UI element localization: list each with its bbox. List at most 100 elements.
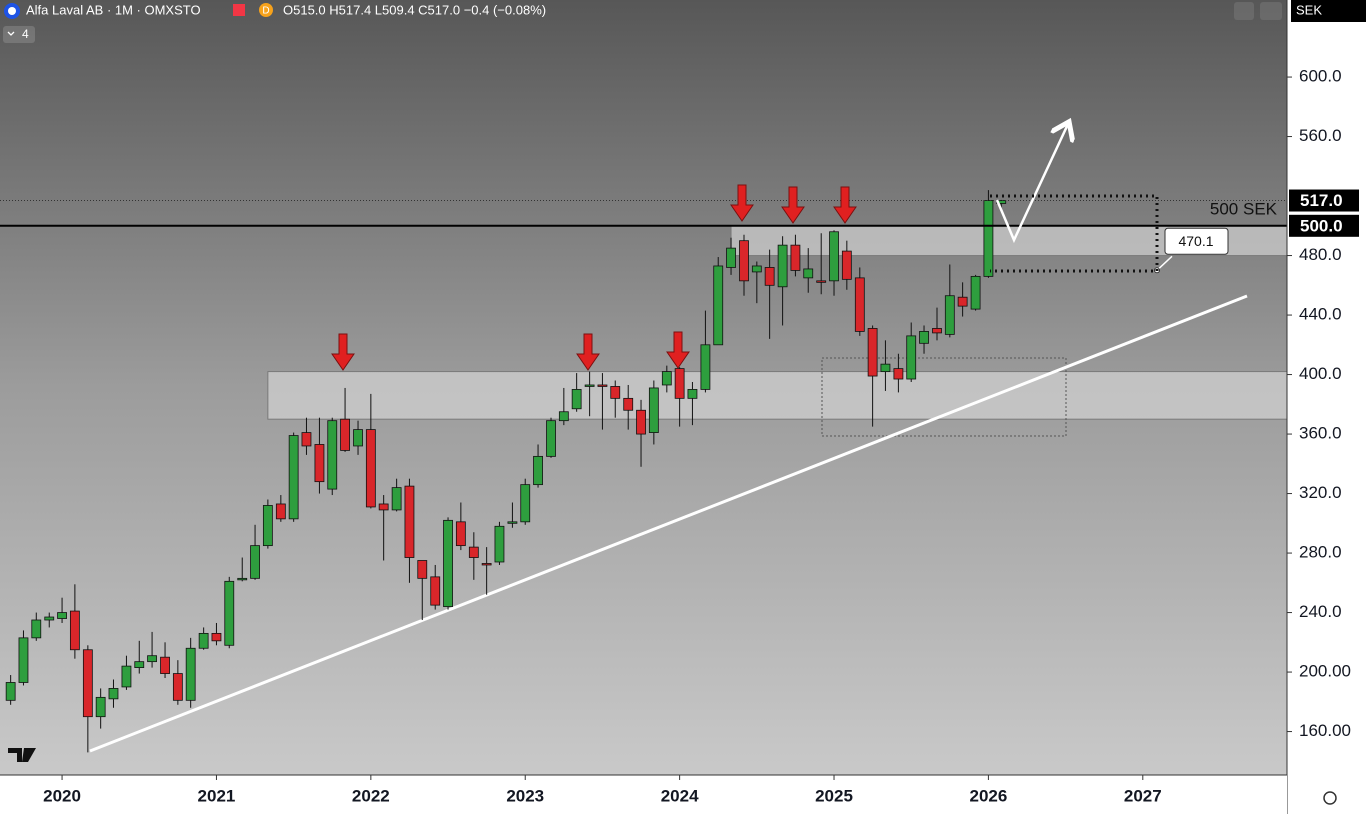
y-tick-label: 240.0 (1299, 602, 1342, 621)
dotted-range (990, 194, 1159, 273)
candle-body (353, 429, 363, 447)
candle-body (880, 363, 891, 372)
candle-body (944, 295, 955, 335)
candle-body (365, 429, 376, 508)
candle-body (520, 484, 531, 523)
callout-pointer (1156, 255, 1173, 271)
currency-box[interactable] (1291, 0, 1366, 22)
candle-body (816, 280, 827, 283)
candle-body (327, 420, 338, 490)
candle-body (790, 244, 801, 271)
projection-arrow (995, 124, 1068, 244)
candle-body (623, 397, 634, 411)
candle-body (391, 487, 402, 511)
candle-body (237, 577, 248, 581)
chevron (7, 31, 15, 36)
candle-body (906, 335, 917, 380)
candle-body (854, 277, 865, 332)
candle-body (558, 411, 569, 422)
red-arrow (730, 184, 754, 222)
candle-body (160, 656, 170, 674)
candle-body (661, 371, 672, 386)
indicator-toggle[interactable] (3, 26, 35, 43)
dotted-box (821, 357, 1067, 437)
candle-body (726, 247, 736, 268)
candle-body (301, 432, 312, 447)
candle-body (546, 420, 556, 457)
candle-body (597, 384, 608, 387)
candle-body (378, 503, 389, 511)
candle-body (82, 649, 93, 718)
candle-body (700, 344, 711, 390)
candle-body (533, 455, 543, 486)
level-label: 500 SEK (1210, 199, 1278, 218)
red-arrow (833, 186, 857, 224)
y-tick-label: 440.0 (1299, 305, 1342, 324)
zone (267, 371, 1288, 420)
candle-body (468, 546, 479, 558)
candle-body (803, 268, 814, 279)
tv-logo (8, 748, 36, 762)
candle-body (584, 384, 595, 387)
candle-body (674, 368, 685, 399)
trend-line (89, 294, 1248, 753)
settings-icon[interactable] (1323, 791, 1337, 805)
candle-body (648, 387, 659, 433)
candle-body (250, 545, 260, 579)
y-tick-label: 320.0 (1299, 483, 1342, 502)
candle-body (134, 661, 145, 669)
candle-body (18, 637, 29, 683)
candle-body (494, 525, 505, 563)
candle-body (185, 647, 196, 701)
currency: SEK (1296, 2, 1322, 17)
red-arrow (331, 333, 355, 371)
candle-body (957, 296, 968, 307)
button[interactable] (1234, 2, 1254, 20)
level-axis-label: 500.0 (1300, 216, 1343, 235)
candle-body (636, 409, 646, 435)
x-tick-label: 2021 (198, 786, 236, 805)
candle-body (108, 688, 119, 700)
candle-body (829, 231, 839, 282)
candle-body (314, 444, 325, 483)
callout-label: 470.1 (1178, 233, 1213, 249)
candle-body (687, 389, 698, 399)
last-price-label: 517.0 (1300, 191, 1343, 210)
last-price-box (1289, 189, 1359, 212)
candle-body (417, 560, 428, 579)
candle-body (443, 519, 453, 608)
x-tick-label: 2020 (43, 786, 81, 805)
candle-body (932, 328, 942, 334)
x-tick-label: 2025 (815, 786, 853, 805)
candle-body (224, 580, 235, 646)
candle-body (340, 418, 350, 451)
candle-body (95, 696, 106, 718)
red-arrow (576, 333, 600, 371)
y-tick-label: 280.0 (1299, 543, 1342, 562)
y-tick-label: 560.0 (1299, 126, 1342, 145)
candle-body (31, 619, 42, 639)
ohlc: O515.0 H517.4 L509.4 C517.0 −0.4 (−0.08%… (283, 2, 546, 17)
y-tick-label: 600.0 (1299, 67, 1342, 86)
candle-body (198, 632, 209, 649)
flag-icon[interactable] (233, 4, 245, 16)
x-tick-label: 2026 (969, 786, 1007, 805)
chart-title: Alfa Laval AB · 1M · OMXSTO (26, 2, 201, 17)
candle-body (571, 389, 582, 410)
candle-body (751, 265, 762, 273)
button[interactable] (1260, 2, 1282, 20)
candle-body (121, 665, 132, 688)
x-tick-label: 2023 (506, 786, 544, 805)
candle-body (44, 616, 55, 621)
candle-body (288, 435, 299, 520)
indicator-count: 4 (22, 27, 29, 41)
logo-inner (8, 7, 16, 15)
candle-body (970, 275, 981, 310)
candle-body (867, 328, 878, 377)
candle-body (610, 386, 621, 399)
badge-circle (259, 3, 273, 17)
candle-body (777, 244, 788, 288)
candle-body (172, 673, 183, 701)
candle-body (893, 368, 904, 380)
